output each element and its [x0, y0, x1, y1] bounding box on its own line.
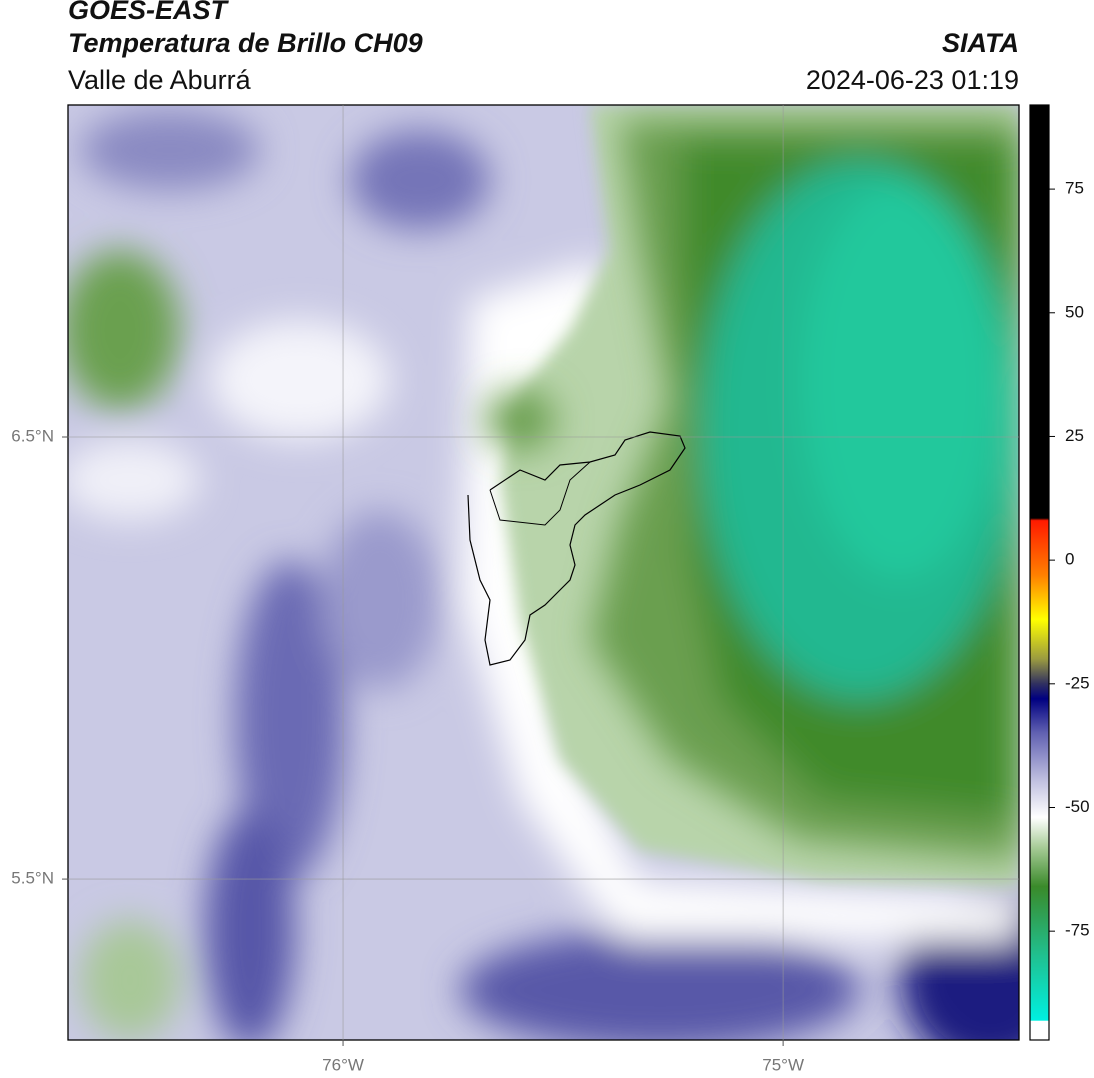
title: GOES-EAST	[68, 0, 230, 25]
colorbar-tick-label: -75	[1065, 921, 1090, 940]
colorbar	[1029, 104, 1050, 1041]
datetime: 2024-06-23 01:19	[806, 65, 1019, 95]
colorbar-tick-label: -25	[1065, 673, 1090, 692]
colorbar-tick-label: -50	[1065, 797, 1090, 816]
colorbar-tick-label: 0	[1065, 550, 1074, 569]
subtitle: Temperatura de Brillo CH09	[68, 28, 423, 58]
y-tick-label: 6.5°N	[11, 426, 54, 445]
map-frame	[67, 104, 1020, 1041]
region: Valle de Aburrá	[68, 65, 252, 95]
colorbar-tick-label: 25	[1065, 426, 1084, 445]
colorbar-tick-label: 50	[1065, 302, 1084, 321]
colorbar-tick-label: 75	[1065, 179, 1084, 198]
x-tick-label: 76°W	[322, 1055, 364, 1074]
source: SIATA	[942, 28, 1019, 58]
y-tick-label: 5.5°N	[11, 869, 54, 888]
x-tick-label: 75°W	[762, 1055, 804, 1074]
satellite-image	[68, 105, 1019, 1040]
